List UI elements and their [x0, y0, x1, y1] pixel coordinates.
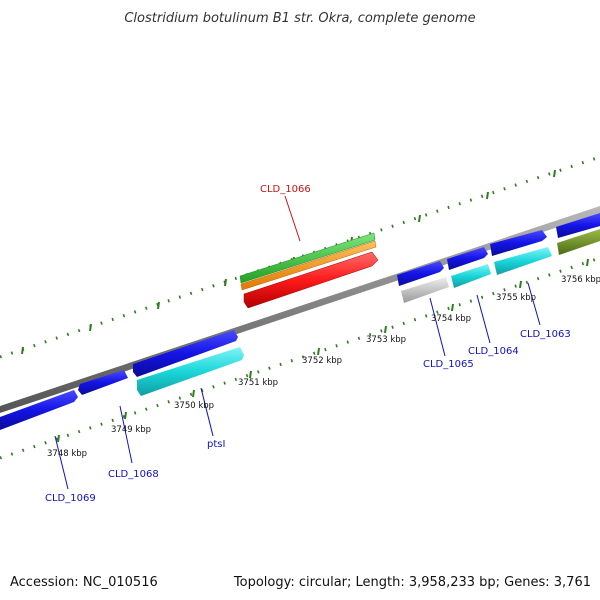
gene-olive[interactable] [557, 229, 600, 255]
gene-label-cld-1065[interactable]: CLD_1065 [423, 359, 474, 370]
gene-label-cld-1069[interactable]: CLD_1069 [45, 493, 96, 504]
gene-cld-1069-forward[interactable] [0, 390, 78, 430]
gene-cld-1065-forward[interactable] [397, 261, 444, 286]
gene-cld-1064-forward[interactable] [447, 247, 488, 270]
gene-cld-1068-forward[interactable] [78, 370, 128, 395]
gene-label-cld-1066[interactable]: CLD_1066 [260, 184, 311, 195]
tick-label-3748: 3748 kbp [47, 449, 87, 459]
gene-cld-1066-orange[interactable] [240, 240, 377, 291]
gene-labels: CLD_1066 CLD_1065 CLD_1064 CLD_1063 ptsI… [45, 184, 571, 504]
map-title: Clostridium botulinum B1 str. Okra, comp… [124, 11, 475, 26]
tick-labels: 3748 kbp 3749 kbp 3750 kbp 3751 kbp 3752… [47, 275, 600, 459]
tick-label-3755: 3755 kbp [496, 293, 536, 303]
gene-label-ptsi[interactable]: ptsI [207, 439, 225, 450]
gene-next-forward[interactable] [556, 213, 600, 238]
label-leaders [54, 195, 541, 490]
tick-label-3751: 3751 kbp [238, 378, 278, 388]
accession-text: Accession: NC_010516 [10, 575, 158, 590]
topology-text: Topology: circular; Length: 3,958,233 bp… [233, 575, 591, 590]
gene-cld-1063-forward[interactable] [490, 230, 547, 256]
gene-ptsi-forward[interactable] [133, 330, 238, 377]
gene-label-cld-1068[interactable]: CLD_1068 [108, 469, 159, 480]
gene-cld-1066-green[interactable] [239, 232, 376, 284]
gene-ptsi[interactable] [137, 347, 244, 396]
tick-label-3752: 3752 kbp [302, 356, 342, 366]
tick-label-3750: 3750 kbp [174, 401, 214, 411]
gene-cld-1063[interactable] [494, 247, 552, 275]
gene-label-cld-1063[interactable]: CLD_1063 [520, 329, 571, 340]
tick-label-3753: 3753 kbp [366, 335, 406, 345]
tick-label-3754: 3754 kbp [431, 314, 471, 324]
gene-cld-1066[interactable] [243, 251, 379, 309]
gene-cld-1064[interactable] [451, 264, 491, 288]
gene-label-cld-1064[interactable]: CLD_1064 [468, 346, 519, 357]
tick-label-3749: 3749 kbp [111, 425, 151, 435]
tick-label-3756: 3756 kbp [561, 275, 600, 285]
gene-cld-1065[interactable] [401, 277, 449, 303]
